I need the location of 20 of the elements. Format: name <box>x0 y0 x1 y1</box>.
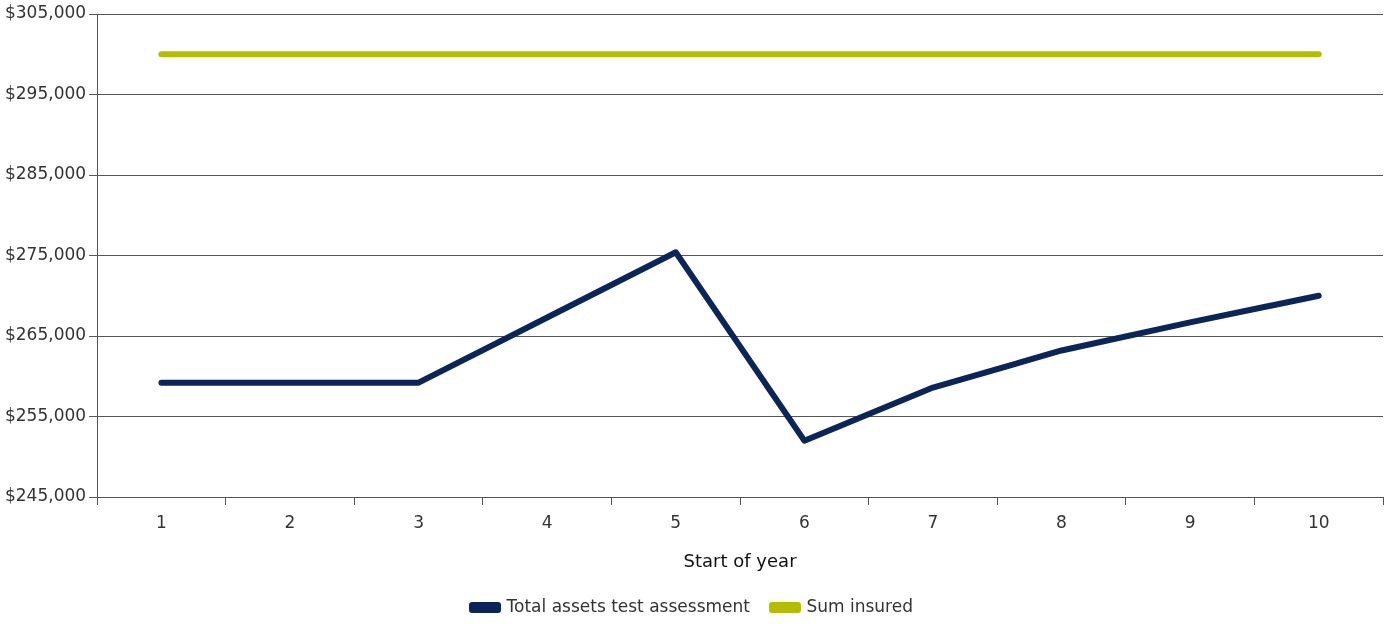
x-tick-label: 4 <box>541 511 553 532</box>
y-tick-label: $275,000 <box>4 243 87 264</box>
y-tick-label: $255,000 <box>4 404 87 425</box>
legend-label: Sum insured <box>806 595 913 616</box>
legend-label: Total assets test assessment <box>505 595 751 616</box>
y-tick-label: $305,000 <box>4 2 87 23</box>
x-tick-label: 7 <box>927 511 939 532</box>
x-tick-label: 10 <box>1307 511 1330 532</box>
y-tick-label: $265,000 <box>4 324 87 345</box>
x-tick-label: 5 <box>670 511 682 532</box>
x-axis-title: Start of year <box>683 549 798 571</box>
y-tick-label: $295,000 <box>4 82 87 103</box>
x-tick-label: 6 <box>798 511 810 532</box>
x-tick-label: 9 <box>1184 511 1196 532</box>
x-tick-label: 1 <box>156 511 167 532</box>
x-tick-label: 3 <box>413 511 424 532</box>
y-tick-label: $285,000 <box>4 163 87 184</box>
y-tick-label: $245,000 <box>4 485 87 506</box>
x-tick-label: 2 <box>284 511 296 532</box>
x-tick-label: 8 <box>1056 511 1067 532</box>
